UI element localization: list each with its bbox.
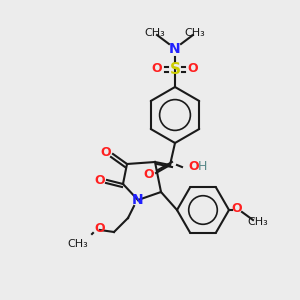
Text: H: H [197, 160, 207, 172]
Text: O: O [152, 62, 162, 76]
Text: O: O [144, 169, 154, 182]
Text: O: O [188, 62, 198, 76]
Text: O: O [95, 173, 105, 187]
Text: S: S [169, 61, 181, 76]
Text: O: O [189, 160, 199, 172]
Text: CH₃: CH₃ [184, 28, 206, 38]
Text: O: O [232, 202, 242, 215]
Text: CH₃: CH₃ [248, 217, 268, 227]
Text: O: O [101, 146, 111, 158]
Text: CH₃: CH₃ [145, 28, 165, 38]
Text: N: N [169, 42, 181, 56]
Text: CH₃: CH₃ [68, 239, 88, 249]
Text: N: N [132, 193, 144, 207]
Text: O: O [95, 223, 105, 236]
